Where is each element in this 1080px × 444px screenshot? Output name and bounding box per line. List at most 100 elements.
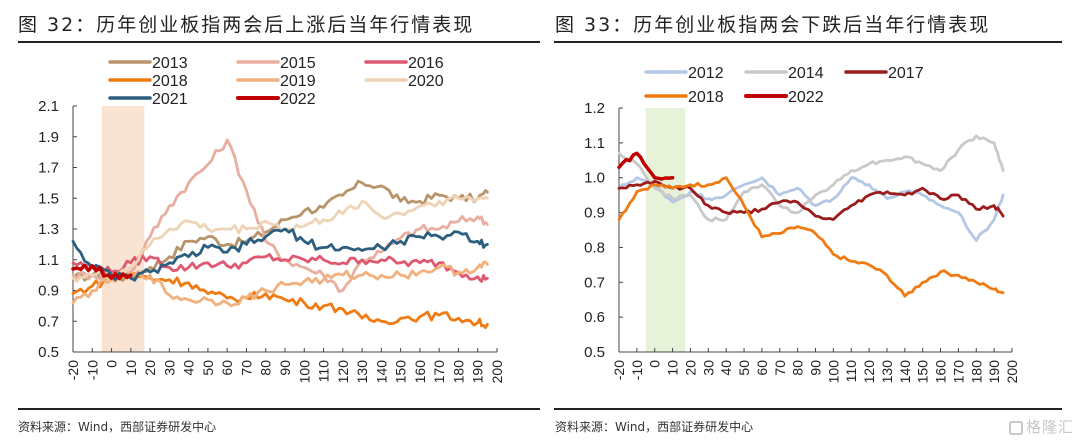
x-tick-label: 20 — [142, 360, 158, 376]
x-tick-label: 70 — [238, 360, 254, 376]
y-tick-label: 1.1 — [584, 135, 605, 152]
x-tick-label: 90 — [808, 360, 824, 376]
x-tick-label: 130 — [354, 360, 370, 384]
x-tick-label: 70 — [772, 360, 788, 376]
legend-label-2019: 2019 — [280, 73, 316, 90]
x-tick-label: 120 — [335, 360, 351, 384]
x-tick-label: 140 — [373, 360, 389, 384]
chart-left: 0.5 0.7 0.9 1.1 1.3 1.5 1.7 1.9 2.1 -20 -10 0 10 20 30… — [38, 55, 505, 384]
legend-label-2020: 2020 — [408, 73, 444, 90]
x-tick-label: 50 — [200, 360, 216, 376]
legend-label-2018: 2018 — [152, 73, 188, 90]
y-tick-label: 0.7 — [38, 313, 59, 330]
shaded-band — [645, 108, 686, 352]
x-tick-label: 40 — [181, 360, 197, 376]
series-line-2022 — [71, 263, 133, 281]
y-tick-label: 1.7 — [38, 160, 59, 177]
series-line-2022 — [617, 151, 675, 181]
legend-label-2018: 2018 — [688, 89, 724, 106]
y-tick-label: 1.9 — [38, 129, 59, 146]
y-tick-label: 1.0 — [584, 170, 605, 187]
x-tick-label: 30 — [161, 360, 177, 376]
chart-title-right: 图 33：历年创业板指两会下跌后当年行情表现 — [555, 14, 991, 36]
footer-rule-left — [18, 408, 540, 410]
x-tick-label: -10 — [629, 360, 645, 380]
x-tick-label: 120 — [861, 360, 877, 384]
x-tick-label: 160 — [412, 360, 428, 384]
series-line-2018 — [617, 176, 1005, 298]
x-tick-label: 80 — [790, 360, 806, 376]
x-tick-label: 110 — [843, 360, 859, 383]
y-tick-label: 0.8 — [584, 239, 605, 256]
legend-label-2017: 2017 — [888, 65, 924, 82]
y-tick-label: 0.6 — [584, 309, 605, 326]
x-tick-label: -20 — [611, 360, 627, 380]
x-tick-label: 20 — [682, 360, 698, 376]
x-tick-label: 190 — [986, 360, 1002, 384]
legend-label-2022: 2022 — [788, 89, 824, 106]
x-tick-label: 60 — [754, 360, 770, 376]
y-tick-label: 1.5 — [38, 190, 59, 207]
x-tick-label: 180 — [968, 360, 984, 384]
series-line-2019 — [71, 260, 489, 308]
x-tick-label: 160 — [933, 360, 949, 384]
footer-rule-right — [554, 408, 1062, 410]
x-tick-label: 200 — [489, 360, 505, 384]
x-tick-label: 170 — [431, 360, 447, 384]
y-tick-label: 2.1 — [38, 98, 59, 115]
left-panel: 图 32：历年创业板指两会后上涨后当年行情表现 0.5 0.7 0.9 1.1 1.3 1… — [18, 14, 540, 434]
shaded-band — [101, 106, 145, 352]
right-panel: 图 33：历年创业板指两会下跌后当年行情表现 0.5 0.6 0.7 0.8 0.9 1.… — [540, 0, 1080, 444]
series-line-2016 — [71, 253, 489, 283]
series-line-2014 — [617, 134, 1005, 223]
x-tick-label: 90 — [277, 360, 293, 376]
y-tick-label: 0.5 — [38, 344, 59, 361]
legend-label-2021: 2021 — [152, 91, 188, 108]
legend-label-2016: 2016 — [408, 55, 444, 72]
x-tick-label: 100 — [825, 360, 841, 384]
y-tick-label: 0.7 — [584, 274, 605, 291]
watermark: 格隆汇 — [1008, 416, 1074, 437]
watermark-logo-icon — [1008, 421, 1023, 435]
x-tick-label: 0 — [104, 360, 120, 368]
title-rule-right — [554, 41, 1062, 43]
x-tick-label: 0 — [647, 360, 663, 368]
x-tick-label: 60 — [219, 360, 235, 376]
y-tick-label: 0.5 — [584, 344, 605, 361]
x-tick-label: 150 — [393, 360, 409, 384]
y-tick-label: 1.3 — [38, 221, 59, 238]
chart-title-left: 图 32：历年创业板指两会后上涨后当年行情表现 — [18, 14, 475, 36]
title-rule-left — [18, 41, 540, 43]
x-tick-label: 50 — [736, 360, 752, 376]
legend-label-2013: 2013 — [152, 55, 188, 72]
x-tick-label: 110 — [316, 360, 332, 383]
x-tick-label: 130 — [879, 360, 895, 384]
series-line-2021 — [71, 227, 489, 282]
x-tick-label: 80 — [258, 360, 274, 376]
legend-label-2015: 2015 — [280, 55, 316, 72]
y-tick-label: 0.9 — [584, 205, 605, 222]
source-note-left: 资料来源：Wind，西部证券研发中心 — [18, 420, 217, 434]
x-tick-label: 170 — [950, 360, 966, 384]
x-tick-label: 30 — [700, 360, 716, 376]
x-tick-label: 40 — [718, 360, 734, 376]
watermark-text: 格隆汇 — [1025, 418, 1074, 436]
legend-label-2014: 2014 — [788, 65, 824, 82]
x-tick-label: 150 — [915, 360, 931, 384]
x-tick-label: 140 — [897, 360, 913, 384]
x-tick-label: -10 — [84, 360, 100, 380]
chart-right: 0.5 0.6 0.7 0.8 0.9 1.0 1.1 1.2 -20 -10 0 10 20 30 40 5… — [584, 65, 1020, 384]
x-tick-label: 10 — [123, 360, 139, 376]
x-tick-label: 180 — [450, 360, 466, 384]
y-tick-label: 1.1 — [38, 252, 59, 269]
legend-label-2022: 2022 — [280, 91, 316, 108]
legend-label-2012: 2012 — [688, 65, 724, 82]
x-tick-label: -20 — [65, 360, 81, 380]
x-tick-label: 100 — [296, 360, 312, 384]
x-tick-label: 200 — [1004, 360, 1020, 384]
source-note-right: 资料来源：Wind，西部证券研发中心 — [555, 420, 754, 434]
x-tick-label: 190 — [470, 360, 486, 384]
y-tick-label: 1.2 — [584, 100, 605, 117]
y-tick-label: 0.9 — [38, 283, 59, 300]
x-tick-label: 10 — [665, 360, 681, 376]
